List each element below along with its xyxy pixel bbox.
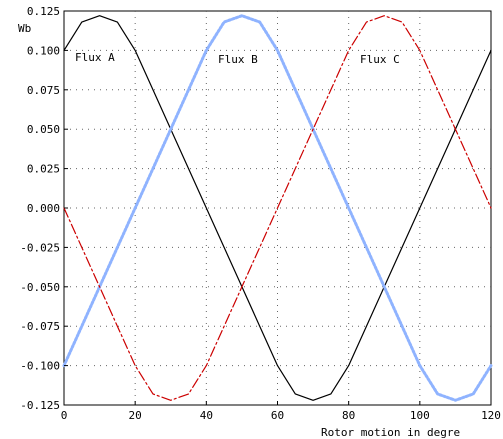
series-label-flux-a: Flux A [75,51,115,64]
y-tick-label-8: -0.075 [20,320,60,333]
y-tick-label-2: 0.075 [27,84,60,97]
x-tick-label-4: 80 [342,409,355,422]
y-axis-ticks: 0.125 0.100 0.075 0.050 0.025 0.000 -0.025 -0.0… [20,5,68,412]
x-tick-label-6: 120 [481,409,501,422]
y-tick-label-1: 0.100 [27,44,60,57]
y-tick-label-10: -0.125 [20,399,60,412]
y-tick-label-0: 0.125 [27,5,60,18]
series-line-flux-a [63,15,492,401]
x-tick-label-3: 60 [271,409,284,422]
y-tick-label-4: 0.025 [27,163,60,176]
y-axis-label: Wb [18,22,31,35]
x-axis-label: Rotor motion in degre [321,426,460,439]
x-tick-label-5: 100 [410,409,430,422]
x-tick-label-0: 0 [61,409,68,422]
series-label-flux-b: Flux B [218,53,258,66]
x-tick-label-1: 20 [129,409,142,422]
y-tick-label-9: -0.100 [20,360,60,373]
series-label-flux-c: Flux C [360,53,400,66]
series-line-flux-c [63,15,492,401]
series-line-flux-b [62,14,493,402]
x-tick-label-2: 40 [200,409,213,422]
y-tick-label-3: 0.050 [27,123,60,136]
y-tick-label-6: -0.025 [20,241,60,254]
series-layer [62,14,493,402]
y-tick-label-5: 0.000 [27,202,60,215]
x-axis-ticks: 0 20 40 60 80 100 120 [61,401,501,422]
y-tick-label-7: -0.050 [20,281,60,294]
